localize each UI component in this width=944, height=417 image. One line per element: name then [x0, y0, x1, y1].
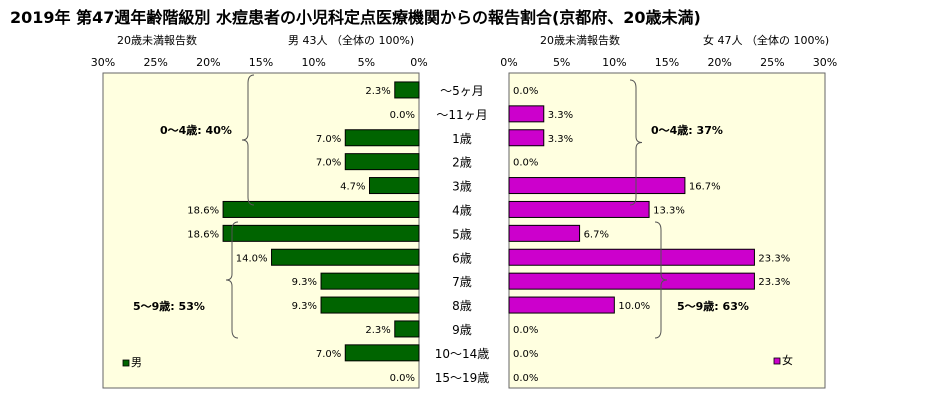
- female-legend-swatch: [773, 357, 781, 365]
- age-category-label: 2歳: [452, 156, 472, 170]
- right-brace-5-9: [654, 221, 668, 339]
- left-x-tick-label: 25%: [143, 56, 167, 69]
- left-x-tick-label: 20%: [196, 56, 220, 69]
- right-x-tick-label: 30%: [813, 56, 837, 69]
- male-value-label: 0.0%: [390, 110, 415, 121]
- female-value-label: 23.3%: [758, 277, 790, 288]
- male-bar: [368, 177, 420, 195]
- age-category-label: 8歳: [452, 299, 472, 313]
- age-category-label: 15～19歳: [435, 371, 490, 385]
- age-category-label: 4歳: [452, 203, 472, 217]
- right-x-tick-label: 5%: [553, 56, 570, 69]
- male-bar: [222, 224, 420, 242]
- female-group-0-4-annotation: 0～4歳: 37%: [651, 123, 723, 137]
- age-category-label: ～5ヶ月: [440, 84, 484, 98]
- female-value-label: 13.3%: [653, 205, 685, 216]
- male-value-label: 7.0%: [316, 158, 341, 169]
- female-value-label: 0.0%: [513, 325, 538, 336]
- right-x-tick-label: 20%: [707, 56, 731, 69]
- female-value-label: 3.3%: [548, 110, 573, 121]
- male-bar: [344, 344, 420, 362]
- age-category-label: 9歳: [452, 323, 472, 337]
- male-bar: [394, 320, 420, 338]
- right-x-tick-label: 10%: [602, 56, 626, 69]
- left-brace-5-9: [225, 221, 239, 339]
- male-group-5-9-annotation: 5～9歳: 53%: [133, 299, 205, 313]
- female-value-label: 0.0%: [513, 158, 538, 169]
- left-x-tick-label: 0%: [410, 56, 427, 69]
- left-subtitle-total: 男 43人 （全体の 100%): [288, 33, 414, 47]
- male-bar: [320, 296, 420, 314]
- age-category-label: ～11ヶ月: [436, 108, 487, 122]
- female-value-label: 0.0%: [513, 373, 538, 384]
- age-category-label: 3歳: [452, 180, 472, 194]
- male-value-label: 7.0%: [316, 349, 341, 360]
- right-x-tick-label: 25%: [760, 56, 784, 69]
- male-bar: [222, 200, 420, 218]
- female-value-label: 16.7%: [689, 182, 721, 193]
- female-bar: [508, 200, 650, 218]
- male-value-label: 2.3%: [365, 86, 390, 97]
- left-x-tick-label: 10%: [301, 56, 325, 69]
- left-brace-0-4: [241, 74, 255, 206]
- female-group-5-9-annotation: 5～9歳: 63%: [677, 299, 749, 313]
- left-x-tick-label: 5%: [358, 56, 375, 69]
- male-value-label: 18.6%: [187, 205, 219, 216]
- male-bar: [320, 272, 420, 290]
- male-value-label: 2.3%: [365, 325, 390, 336]
- female-bar: [508, 248, 755, 266]
- left-x-tick-label: 15%: [249, 56, 273, 69]
- age-category-label: 6歳: [452, 251, 472, 265]
- male-value-label: 9.3%: [292, 301, 317, 312]
- male-group-0-4-annotation: 0～4歳: 40%: [160, 123, 232, 137]
- left-x-tick-label: 30%: [91, 56, 115, 69]
- female-value-label: 23.3%: [758, 253, 790, 264]
- age-category-label: 5歳: [452, 227, 472, 241]
- chart-title: 2019年 第47週年齢階級別 水痘患者の小児科定点医療機関からの報告割合(京都…: [10, 8, 701, 27]
- age-category-label: 10～14歳: [435, 347, 490, 361]
- female-value-label: 10.0%: [618, 301, 650, 312]
- left-subtitle-count: 20歳未満報告数: [117, 34, 197, 47]
- male-value-label: 14.0%: [236, 253, 268, 264]
- male-value-label: 0.0%: [390, 373, 415, 384]
- male-bar: [394, 81, 420, 99]
- age-category-label: 1歳: [452, 132, 472, 146]
- age-category-label: 7歳: [452, 275, 472, 289]
- female-bar: [508, 272, 755, 290]
- male-bar: [344, 129, 420, 147]
- female-value-label: 0.0%: [513, 349, 538, 360]
- male-value-label: 4.7%: [340, 182, 365, 193]
- female-bar: [508, 105, 545, 123]
- right-x-tick-label: 0%: [500, 56, 517, 69]
- male-legend-label: 男: [131, 356, 142, 369]
- male-legend-swatch: [122, 359, 130, 367]
- female-bar: [508, 224, 581, 242]
- male-value-label: 7.0%: [316, 134, 341, 145]
- right-x-tick-label: 15%: [655, 56, 679, 69]
- right-brace-0-4: [629, 79, 643, 206]
- male-value-label: 18.6%: [187, 229, 219, 240]
- female-value-label: 3.3%: [548, 134, 573, 145]
- male-value-label: 9.3%: [292, 277, 317, 288]
- female-legend-label: 女: [782, 353, 793, 367]
- right-subtitle-total: 女 47人 （全体の 100%): [703, 33, 829, 47]
- female-bar: [508, 296, 615, 314]
- male-bar: [271, 248, 420, 266]
- male-bar: [344, 153, 420, 171]
- female-bar: [508, 129, 545, 147]
- female-value-label: 6.7%: [584, 229, 609, 240]
- female-value-label: 0.0%: [513, 86, 538, 97]
- right-subtitle-count: 20歳未満報告数: [540, 34, 620, 47]
- female-bar: [508, 177, 686, 195]
